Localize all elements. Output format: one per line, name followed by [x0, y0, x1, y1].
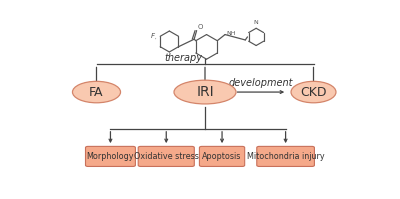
Text: N: N: [254, 20, 258, 25]
Text: O: O: [198, 24, 203, 30]
Text: IRI: IRI: [196, 85, 214, 99]
Text: therapy: therapy: [164, 53, 202, 63]
Text: Morphology: Morphology: [87, 152, 134, 161]
Text: Mitochondria injury: Mitochondria injury: [247, 152, 324, 161]
FancyBboxPatch shape: [200, 146, 245, 166]
FancyBboxPatch shape: [257, 146, 314, 166]
Text: Oxidative stress: Oxidative stress: [134, 152, 199, 161]
Ellipse shape: [291, 81, 336, 103]
Text: development: development: [228, 78, 293, 88]
Text: FA: FA: [89, 86, 104, 99]
FancyBboxPatch shape: [86, 146, 136, 166]
Text: $F_,$: $F_,$: [150, 31, 157, 41]
Text: Apoptosis: Apoptosis: [202, 152, 242, 161]
Text: CKD: CKD: [300, 86, 327, 99]
Ellipse shape: [174, 80, 236, 104]
FancyBboxPatch shape: [138, 146, 194, 166]
Text: NH: NH: [226, 31, 236, 36]
Ellipse shape: [72, 81, 120, 103]
